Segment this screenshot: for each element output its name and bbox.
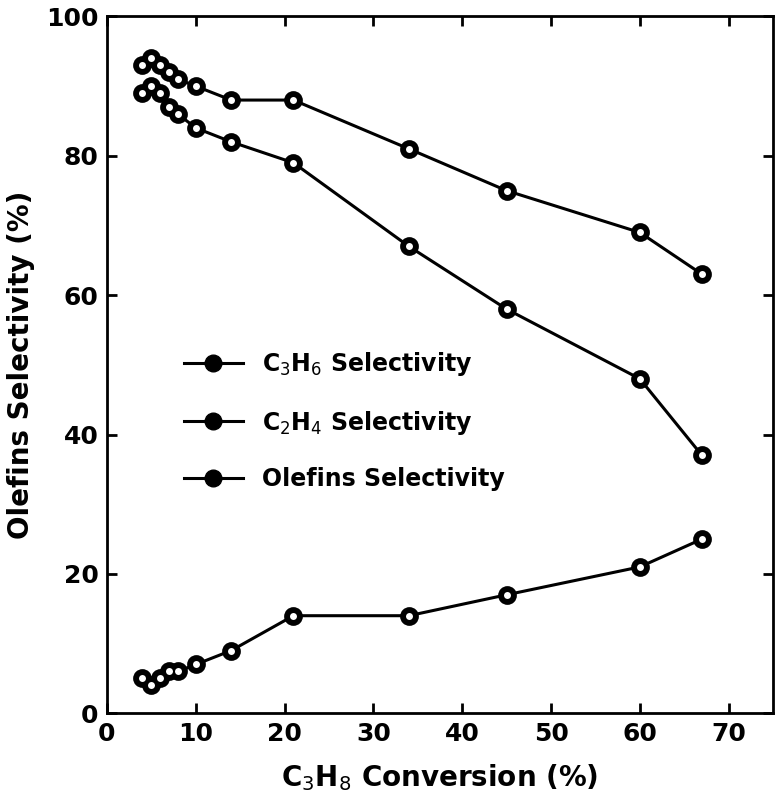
C$_2$H$_4$ Selectivity bbox=[635, 374, 644, 383]
Olefins Selectivity bbox=[165, 666, 174, 676]
Olefins Selectivity bbox=[191, 660, 200, 670]
C$_3$H$_6$ Selectivity bbox=[147, 54, 156, 63]
C$_2$H$_4$ Selectivity bbox=[155, 88, 165, 98]
C$_2$H$_4$ Selectivity bbox=[289, 158, 298, 167]
C$_3$H$_6$ Selectivity bbox=[226, 95, 236, 105]
C$_3$H$_6$ Selectivity bbox=[155, 61, 165, 70]
Olefins Selectivity bbox=[502, 590, 511, 599]
C$_3$H$_6$ Selectivity bbox=[191, 82, 200, 91]
C$_3$H$_6$ Selectivity bbox=[502, 186, 511, 195]
Olefins Selectivity bbox=[289, 611, 298, 621]
C$_2$H$_4$ Selectivity bbox=[697, 450, 707, 460]
Legend: C$_3$H$_6$ Selectivity, C$_2$H$_4$ Selectivity, Olefins Selectivity: C$_3$H$_6$ Selectivity, C$_2$H$_4$ Selec… bbox=[172, 338, 516, 503]
Line: C$_3$H$_6$ Selectivity: C$_3$H$_6$ Selectivity bbox=[134, 50, 711, 282]
C$_2$H$_4$ Selectivity bbox=[191, 123, 200, 133]
C$_3$H$_6$ Selectivity bbox=[289, 95, 298, 105]
Olefins Selectivity bbox=[635, 562, 644, 572]
X-axis label: C$_3$H$_8$ Conversion (%): C$_3$H$_8$ Conversion (%) bbox=[282, 762, 598, 793]
C$_3$H$_6$ Selectivity bbox=[138, 61, 147, 70]
Y-axis label: Olefins Selectivity (%): Olefins Selectivity (%) bbox=[7, 190, 35, 539]
C$_2$H$_4$ Selectivity bbox=[173, 109, 183, 118]
Olefins Selectivity bbox=[173, 666, 183, 676]
Olefins Selectivity bbox=[404, 611, 413, 621]
C$_2$H$_4$ Selectivity bbox=[404, 242, 413, 251]
C$_2$H$_4$ Selectivity bbox=[226, 137, 236, 146]
C$_3$H$_6$ Selectivity bbox=[173, 74, 183, 84]
Olefins Selectivity bbox=[138, 674, 147, 683]
C$_3$H$_6$ Selectivity bbox=[635, 228, 644, 238]
C$_3$H$_6$ Selectivity bbox=[697, 270, 707, 279]
Line: C$_2$H$_4$ Selectivity: C$_2$H$_4$ Selectivity bbox=[134, 78, 711, 464]
Olefins Selectivity bbox=[697, 534, 707, 544]
C$_3$H$_6$ Selectivity bbox=[404, 144, 413, 154]
C$_2$H$_4$ Selectivity bbox=[147, 82, 156, 91]
C$_3$H$_6$ Selectivity bbox=[165, 67, 174, 77]
C$_2$H$_4$ Selectivity bbox=[502, 304, 511, 314]
Olefins Selectivity bbox=[226, 646, 236, 655]
C$_2$H$_4$ Selectivity bbox=[138, 88, 147, 98]
C$_2$H$_4$ Selectivity bbox=[165, 102, 174, 112]
Line: Olefins Selectivity: Olefins Selectivity bbox=[134, 530, 711, 694]
Olefins Selectivity bbox=[155, 674, 165, 683]
Olefins Selectivity bbox=[147, 681, 156, 690]
